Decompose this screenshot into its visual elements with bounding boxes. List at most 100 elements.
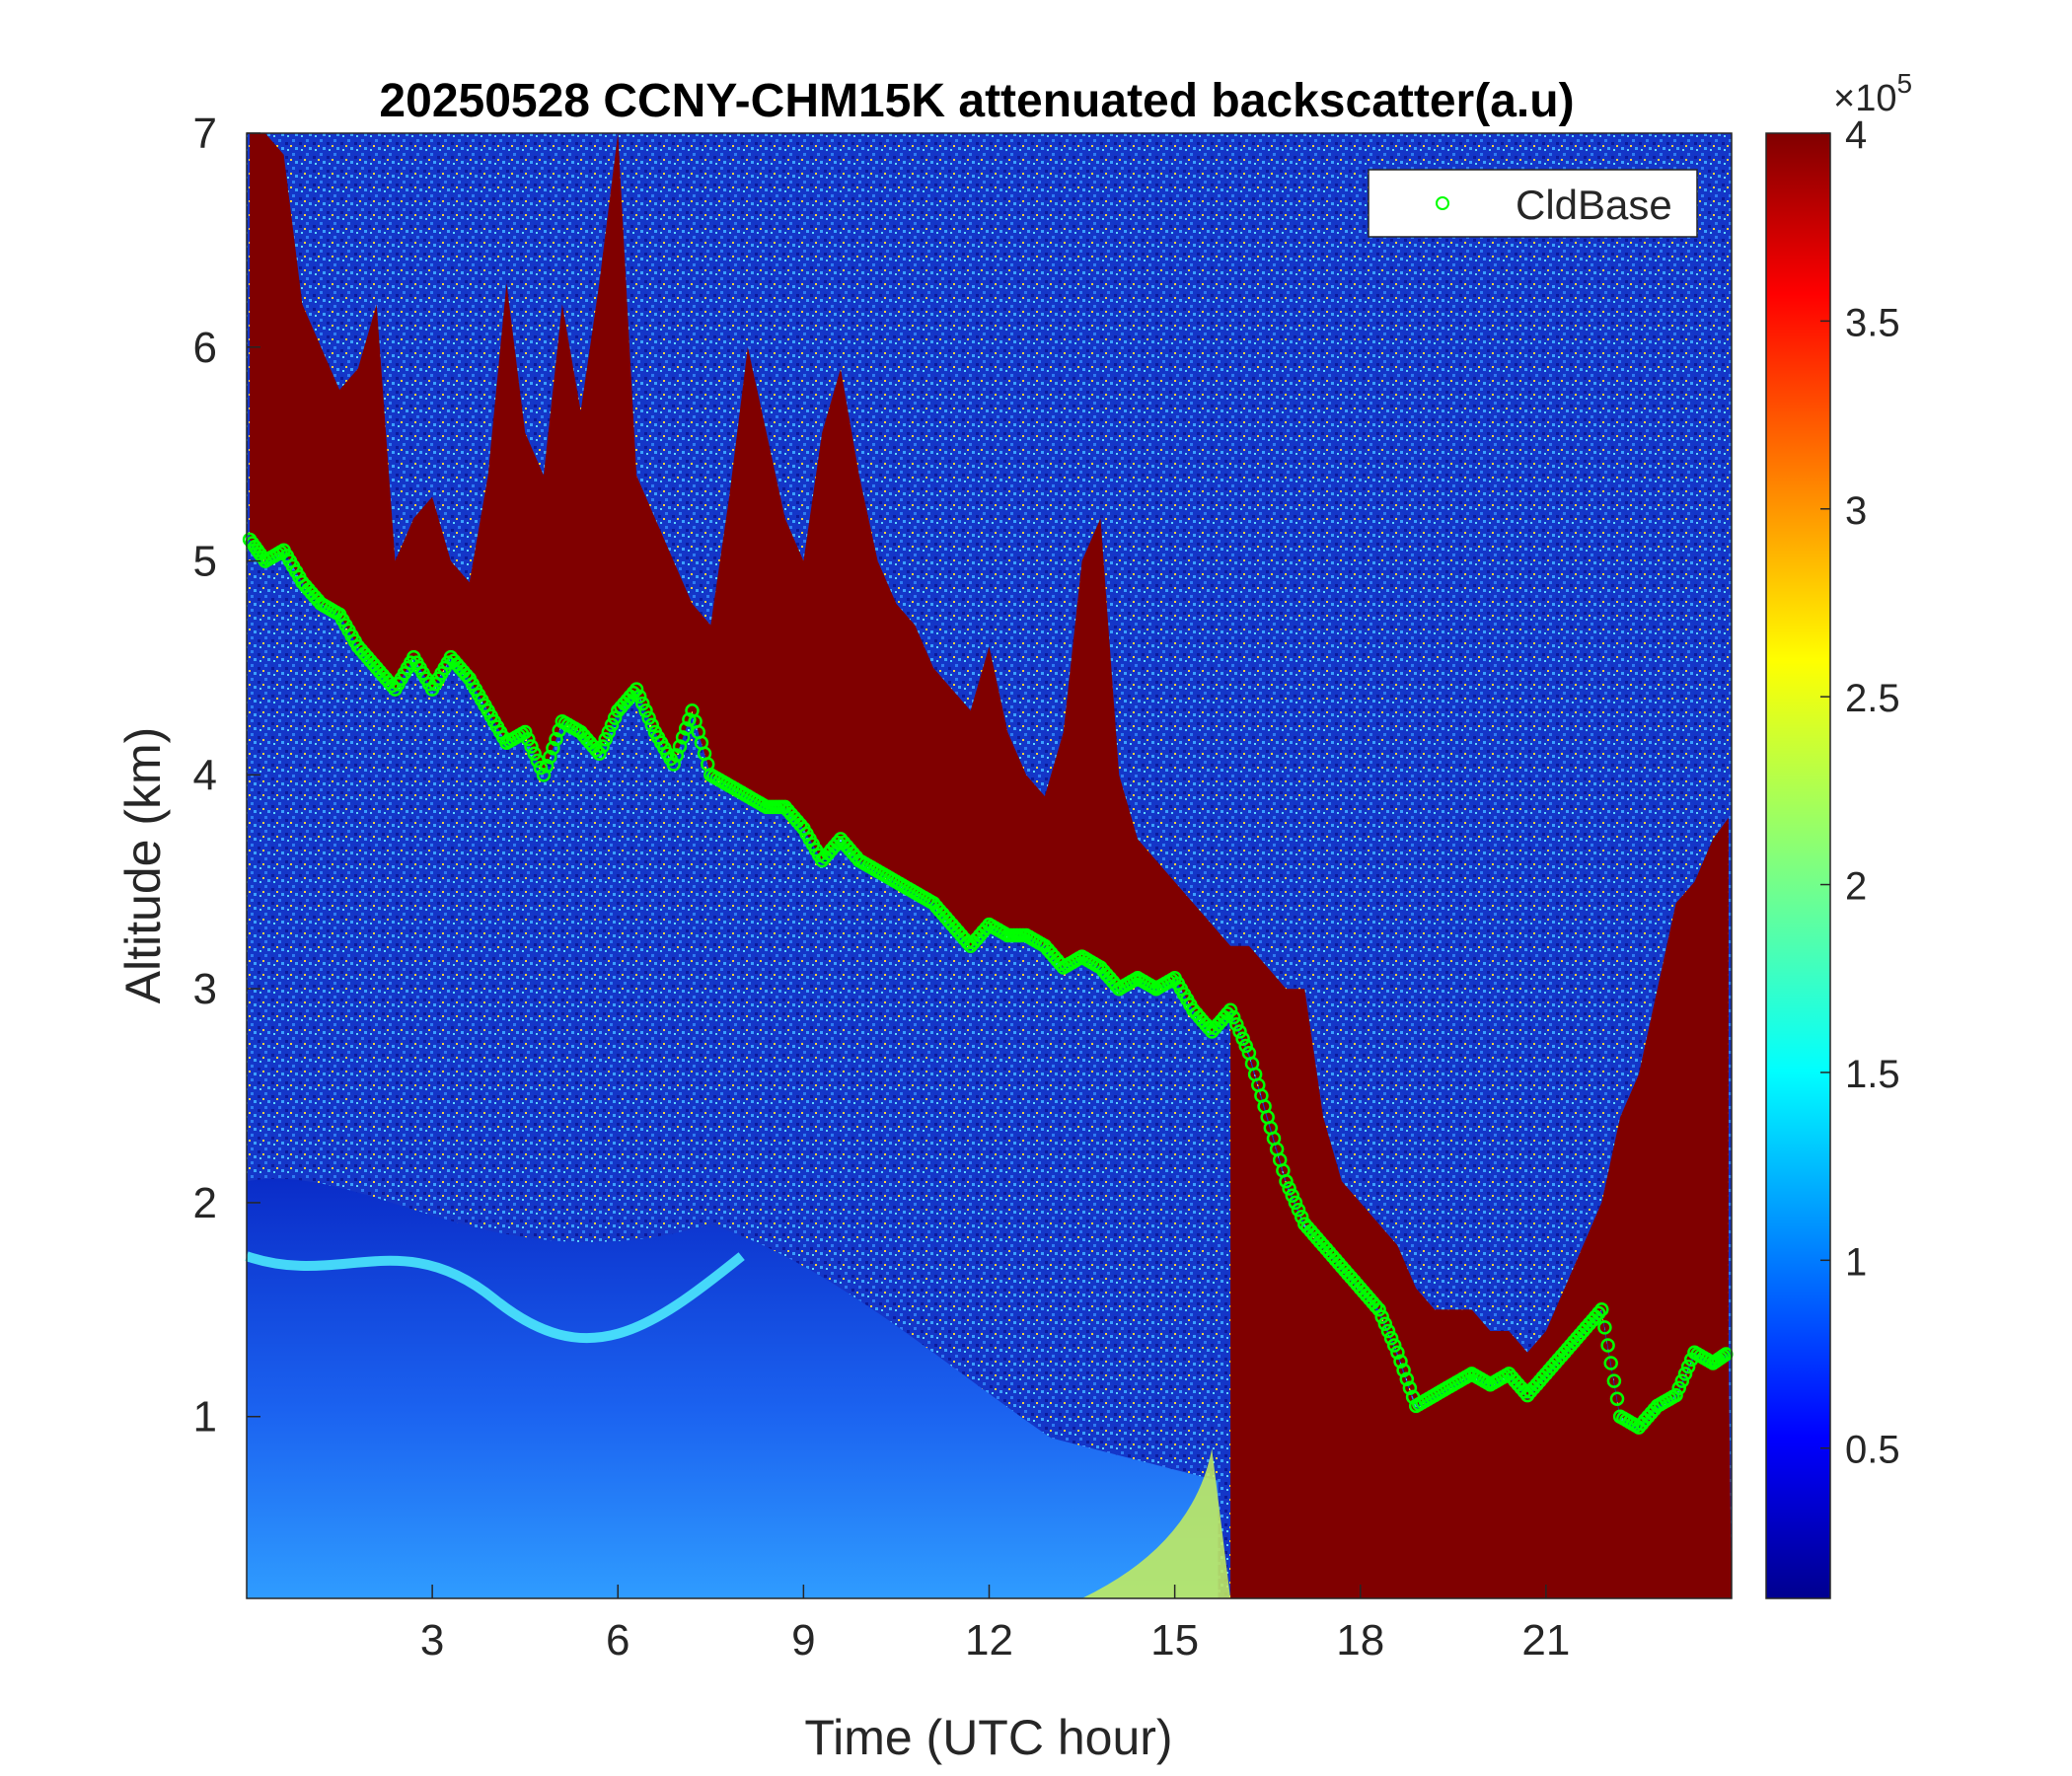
y-tick-label: 7 xyxy=(193,110,217,158)
cldbase-point xyxy=(604,717,620,733)
x-tick-label: 9 xyxy=(791,1616,815,1665)
y-axis: 1 2 3 4 5 6 7 xyxy=(193,110,260,1442)
colorbar-tick-label: 1.5 xyxy=(1845,1053,1900,1096)
cldbase-point xyxy=(549,731,563,747)
cldbase-point xyxy=(601,724,617,740)
cldbase-point xyxy=(644,717,659,733)
colorbar-exponent-base: ×10 xyxy=(1833,78,1896,119)
cloud-base-points xyxy=(242,532,1734,1435)
colorbar: 0.5 1 1.5 2 2.5 3 3.5 4 ×105 xyxy=(1765,68,1912,1599)
x-tick-label: 21 xyxy=(1521,1616,1570,1665)
cldbase-point xyxy=(1369,1298,1383,1313)
x-tick-label: 12 xyxy=(965,1616,1013,1665)
cldbase-point xyxy=(595,739,610,754)
cldbase-point xyxy=(678,721,694,736)
cldbase-point xyxy=(675,730,691,745)
cldbase-point xyxy=(1603,1356,1618,1370)
cldbase-point xyxy=(1677,1367,1693,1381)
x-tick-label: 3 xyxy=(420,1616,444,1665)
cldbase-point xyxy=(1374,1309,1389,1324)
cldbase-point xyxy=(1291,1202,1306,1218)
colorbar-tick-label: 3.5 xyxy=(1845,301,1900,344)
cldbase-point xyxy=(631,689,647,704)
cldbase-point xyxy=(1396,1363,1411,1378)
boundary-layer-region xyxy=(247,1178,1219,1598)
y-tick-label: 3 xyxy=(193,965,217,1013)
cldbase-point xyxy=(607,710,623,725)
cldbase-point xyxy=(629,682,644,697)
cldbase-point xyxy=(1371,1302,1386,1317)
legend-marker-icon xyxy=(1436,196,1449,210)
y-axis-label: Altitude (km) xyxy=(115,727,171,1004)
cldbase-point xyxy=(1600,1338,1615,1353)
cldbase-point xyxy=(1380,1323,1396,1339)
cldbase-point xyxy=(533,760,549,776)
legend: CldBase xyxy=(1368,169,1698,238)
y-tick-label: 1 xyxy=(193,1393,217,1442)
cldbase-point xyxy=(1386,1338,1402,1353)
colorbar-exponent-power: 5 xyxy=(1896,68,1912,99)
cldbase-point xyxy=(1402,1380,1418,1396)
x-tick-label: 6 xyxy=(606,1616,629,1665)
legend-entry-cldbase: CldBase xyxy=(1516,182,1672,228)
cldbase-point xyxy=(592,746,607,761)
cldbase-point xyxy=(1235,1031,1250,1046)
cldbase-point xyxy=(527,746,542,761)
colorbar-exponent: ×105 xyxy=(1833,68,1912,119)
cldbase-point xyxy=(536,768,552,782)
colorbar-tick-label: 1 xyxy=(1845,1240,1867,1284)
cldbase-point xyxy=(1393,1354,1408,1369)
low-cloud-region xyxy=(1230,1014,1732,1598)
cldbase-point xyxy=(1606,1373,1622,1388)
x-tick-label: 15 xyxy=(1150,1616,1199,1665)
cldbase-point xyxy=(521,731,536,747)
cldbase-point xyxy=(546,741,560,756)
colorbar-tick-label: 3 xyxy=(1845,489,1867,533)
cldbase-point xyxy=(1282,1181,1296,1196)
cldbase-point xyxy=(1399,1371,1415,1387)
cldbase-point xyxy=(666,757,681,772)
cldbase-point xyxy=(598,731,613,747)
backscatter-heatmap xyxy=(245,133,1732,1598)
cldbase-point xyxy=(1671,1380,1686,1396)
cldbase-point xyxy=(1668,1387,1683,1403)
colorbar-tick-label: 4 xyxy=(1845,113,1867,157)
chart-title: 20250528 CCNY-CHM15K attenuated backscat… xyxy=(379,75,1574,127)
colorbar-tick-label: 2.5 xyxy=(1845,677,1900,720)
colorbar-ticks: 0.5 1 1.5 2 2.5 3 3.5 4 xyxy=(1820,113,1900,1472)
aerosol-layer-line xyxy=(245,1251,745,1344)
cloud-region xyxy=(250,133,1729,1428)
cldbase-point xyxy=(1674,1373,1690,1388)
cldbase-point xyxy=(1383,1330,1399,1346)
cldbase-point xyxy=(539,759,555,774)
cldbase-point xyxy=(1609,1391,1625,1406)
y-tick-label: 2 xyxy=(193,1179,217,1227)
cldbase-point xyxy=(1238,1038,1253,1054)
y-tick-label: 4 xyxy=(193,751,217,799)
cldbase-point xyxy=(1390,1345,1405,1360)
cldbase-point xyxy=(385,678,400,694)
cldbase-point xyxy=(1594,1302,1609,1317)
cldbase-point xyxy=(635,696,650,711)
cldbase-point xyxy=(1285,1188,1300,1203)
cldbase-point xyxy=(1279,1174,1294,1189)
colorbar-gradient xyxy=(1765,132,1831,1599)
cldbase-point xyxy=(524,739,539,754)
cldbase-point xyxy=(1377,1316,1393,1332)
cldbase-point xyxy=(543,750,557,765)
cldbase-point xyxy=(1288,1195,1303,1211)
colorbar-tick-label: 0.5 xyxy=(1845,1429,1900,1472)
cldbase-point xyxy=(1232,1024,1247,1039)
x-axis-label: Time (UTC hour) xyxy=(804,1710,1172,1765)
colorbar-tick-label: 2 xyxy=(1845,865,1867,909)
cldbase-point xyxy=(669,748,685,763)
cldbase-point xyxy=(1680,1359,1696,1374)
x-tick-label: 18 xyxy=(1336,1616,1384,1665)
plot-area xyxy=(242,132,1734,1599)
cldbase-point xyxy=(517,724,533,740)
cldbase-point xyxy=(1222,1002,1238,1018)
y-tick-label: 5 xyxy=(193,538,217,586)
cldbase-point xyxy=(1225,1009,1241,1025)
cldbase-point xyxy=(1294,1210,1309,1224)
